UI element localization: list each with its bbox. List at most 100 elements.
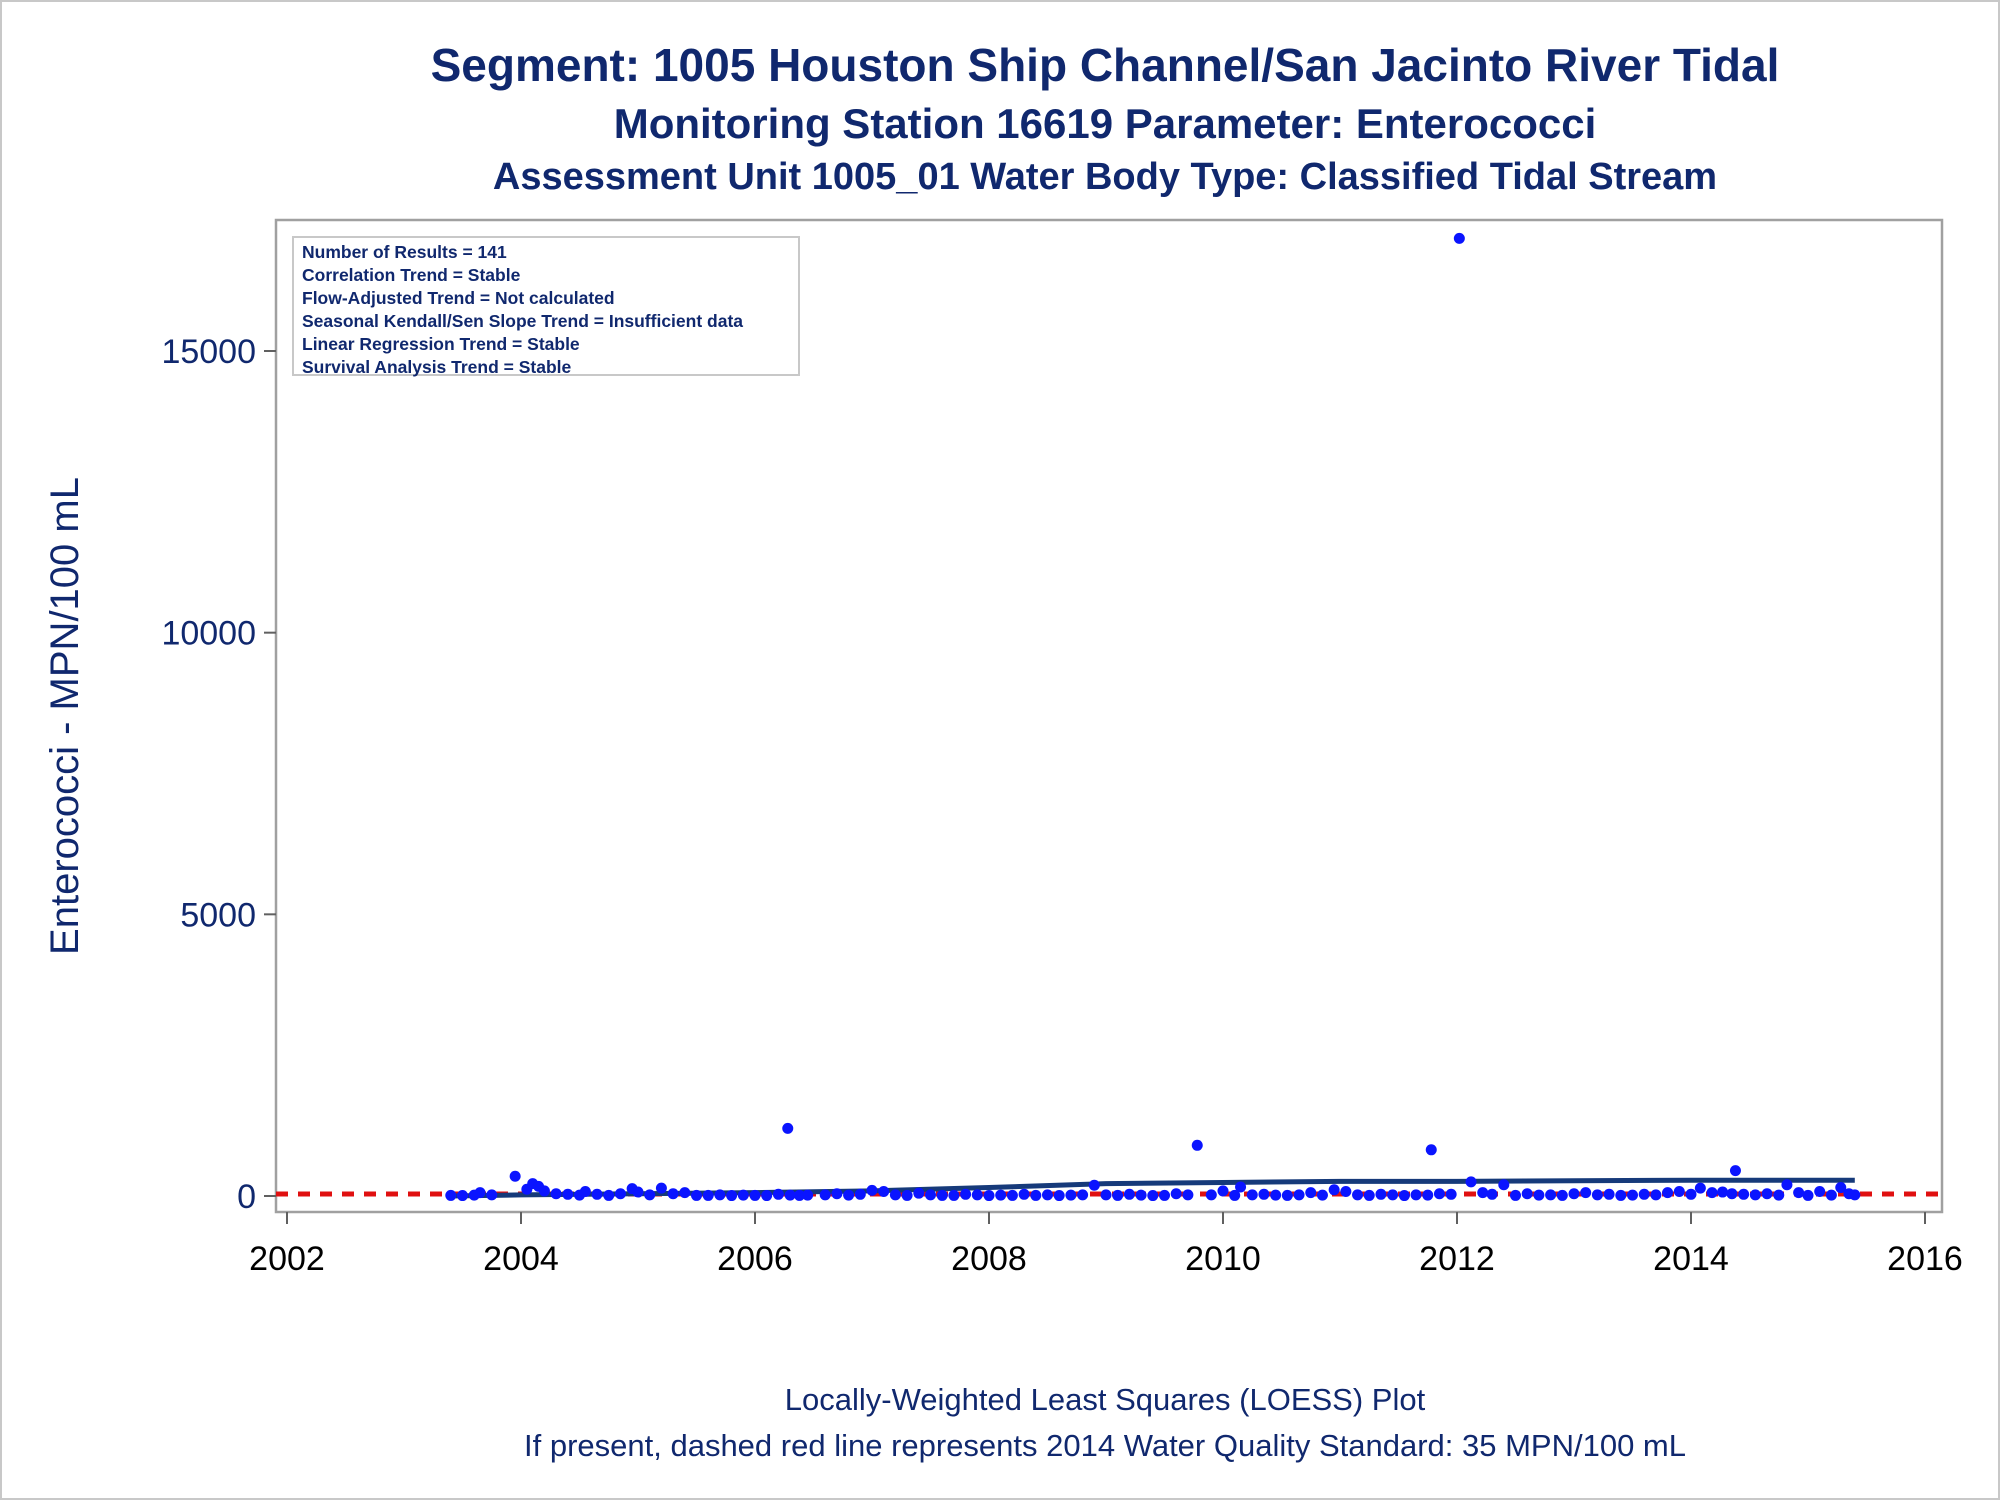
data-point xyxy=(1717,1186,1729,1198)
data-point xyxy=(1053,1190,1065,1202)
y-axis-label: Enterococci - MPN/100 mL xyxy=(43,477,87,955)
chart-subtitle-station: Monitoring Station 16619 Parameter: Ente… xyxy=(613,100,1597,147)
y-tick-label: 10000 xyxy=(161,615,256,653)
data-point xyxy=(655,1182,667,1194)
x-tick-label: 2010 xyxy=(1185,1240,1261,1278)
data-point xyxy=(603,1189,615,1201)
data-point xyxy=(714,1189,726,1201)
data-point xyxy=(1835,1182,1847,1194)
data-point xyxy=(509,1170,521,1182)
data-point xyxy=(1521,1188,1533,1200)
data-point xyxy=(1182,1189,1194,1201)
stat-correlation-trend: Correlation Trend = Stable xyxy=(302,265,521,285)
data-point xyxy=(948,1189,960,1201)
data-point xyxy=(726,1190,738,1202)
data-point xyxy=(1568,1188,1580,1200)
data-point xyxy=(667,1188,679,1200)
data-point xyxy=(831,1188,843,1200)
data-point xyxy=(1316,1189,1328,1201)
data-point xyxy=(1018,1188,1030,1200)
data-point xyxy=(1191,1139,1203,1151)
data-point xyxy=(1410,1189,1422,1201)
data-point xyxy=(1729,1165,1741,1177)
data-point xyxy=(854,1188,866,1200)
data-point xyxy=(1246,1189,1258,1201)
data-point xyxy=(1761,1188,1773,1200)
data-point xyxy=(474,1187,486,1199)
data-point xyxy=(691,1189,702,1201)
data-point xyxy=(1627,1189,1638,1201)
data-point xyxy=(1328,1184,1340,1196)
chart-subtitle-assessment: Assessment Unit 1005_01 Water Body Type:… xyxy=(492,156,1718,198)
data-point xyxy=(901,1189,913,1201)
data-point xyxy=(1375,1188,1387,1200)
data-point xyxy=(1533,1189,1545,1201)
data-point xyxy=(936,1189,948,1201)
data-point xyxy=(1229,1189,1241,1201)
data-point xyxy=(737,1189,749,1201)
data-point xyxy=(1112,1189,1124,1201)
data-point xyxy=(614,1188,626,1200)
data-point xyxy=(1685,1188,1697,1200)
data-point xyxy=(1793,1187,1805,1199)
data-point xyxy=(793,1189,805,1201)
data-point xyxy=(1006,1189,1018,1201)
data-point xyxy=(1781,1179,1793,1191)
data-point xyxy=(538,1185,550,1197)
data-point xyxy=(1638,1188,1650,1200)
data-point xyxy=(1603,1188,1615,1200)
data-point xyxy=(1281,1189,1293,1201)
data-point xyxy=(749,1189,761,1201)
data-point xyxy=(1510,1189,1521,1201)
data-point xyxy=(1235,1181,1247,1193)
data-point xyxy=(843,1189,855,1201)
data-point xyxy=(1477,1187,1489,1199)
data-point xyxy=(983,1190,995,1202)
data-point xyxy=(1363,1189,1375,1201)
y-tick-label: 0 xyxy=(237,1178,256,1216)
data-point xyxy=(1580,1187,1592,1199)
data-point xyxy=(1065,1189,1077,1201)
data-point xyxy=(562,1188,574,1200)
x-tick-label: 2014 xyxy=(1653,1240,1729,1278)
data-point xyxy=(1802,1189,1814,1201)
data-point xyxy=(1270,1189,1282,1201)
x-tick-label: 2008 xyxy=(951,1240,1027,1278)
data-point xyxy=(1706,1187,1718,1199)
data-point xyxy=(1650,1189,1662,1201)
trend-statistics-box: Number of Results = 141 Correlation Tren… xyxy=(292,236,800,377)
data-point xyxy=(1100,1189,1112,1201)
data-point xyxy=(1814,1185,1826,1197)
data-point xyxy=(1305,1187,1317,1199)
data-point xyxy=(644,1189,656,1201)
data-point xyxy=(784,1189,796,1201)
data-point xyxy=(995,1189,1007,1201)
data-point xyxy=(1749,1189,1761,1201)
data-point xyxy=(971,1189,983,1201)
data-point xyxy=(591,1188,603,1200)
data-point xyxy=(1694,1182,1706,1194)
data-point xyxy=(1498,1179,1510,1191)
data-point xyxy=(1123,1188,1135,1200)
data-point xyxy=(1147,1190,1159,1202)
data-point xyxy=(679,1187,691,1199)
data-point xyxy=(866,1184,878,1196)
x-tick-label: 2016 xyxy=(1887,1240,1963,1278)
data-point xyxy=(1673,1185,1685,1197)
data-point xyxy=(925,1189,936,1201)
x-tick-label: 2004 xyxy=(483,1240,559,1278)
data-point xyxy=(1205,1189,1217,1201)
stat-flow-adjusted-trend: Flow-Adjusted Trend = Not calculated xyxy=(302,288,615,308)
data-point xyxy=(878,1185,890,1197)
data-point xyxy=(761,1190,773,1202)
data-point xyxy=(1217,1185,1229,1197)
data-point xyxy=(960,1188,972,1200)
data-point xyxy=(1293,1189,1305,1201)
loess-trend-line xyxy=(450,1177,1855,1199)
y-tick-label: 15000 xyxy=(161,333,256,371)
data-point xyxy=(1433,1188,1445,1200)
stat-survival-analysis-trend: Survival Analysis Trend = Stable xyxy=(302,357,572,377)
data-point xyxy=(1030,1189,1042,1201)
data-point xyxy=(1615,1189,1627,1201)
